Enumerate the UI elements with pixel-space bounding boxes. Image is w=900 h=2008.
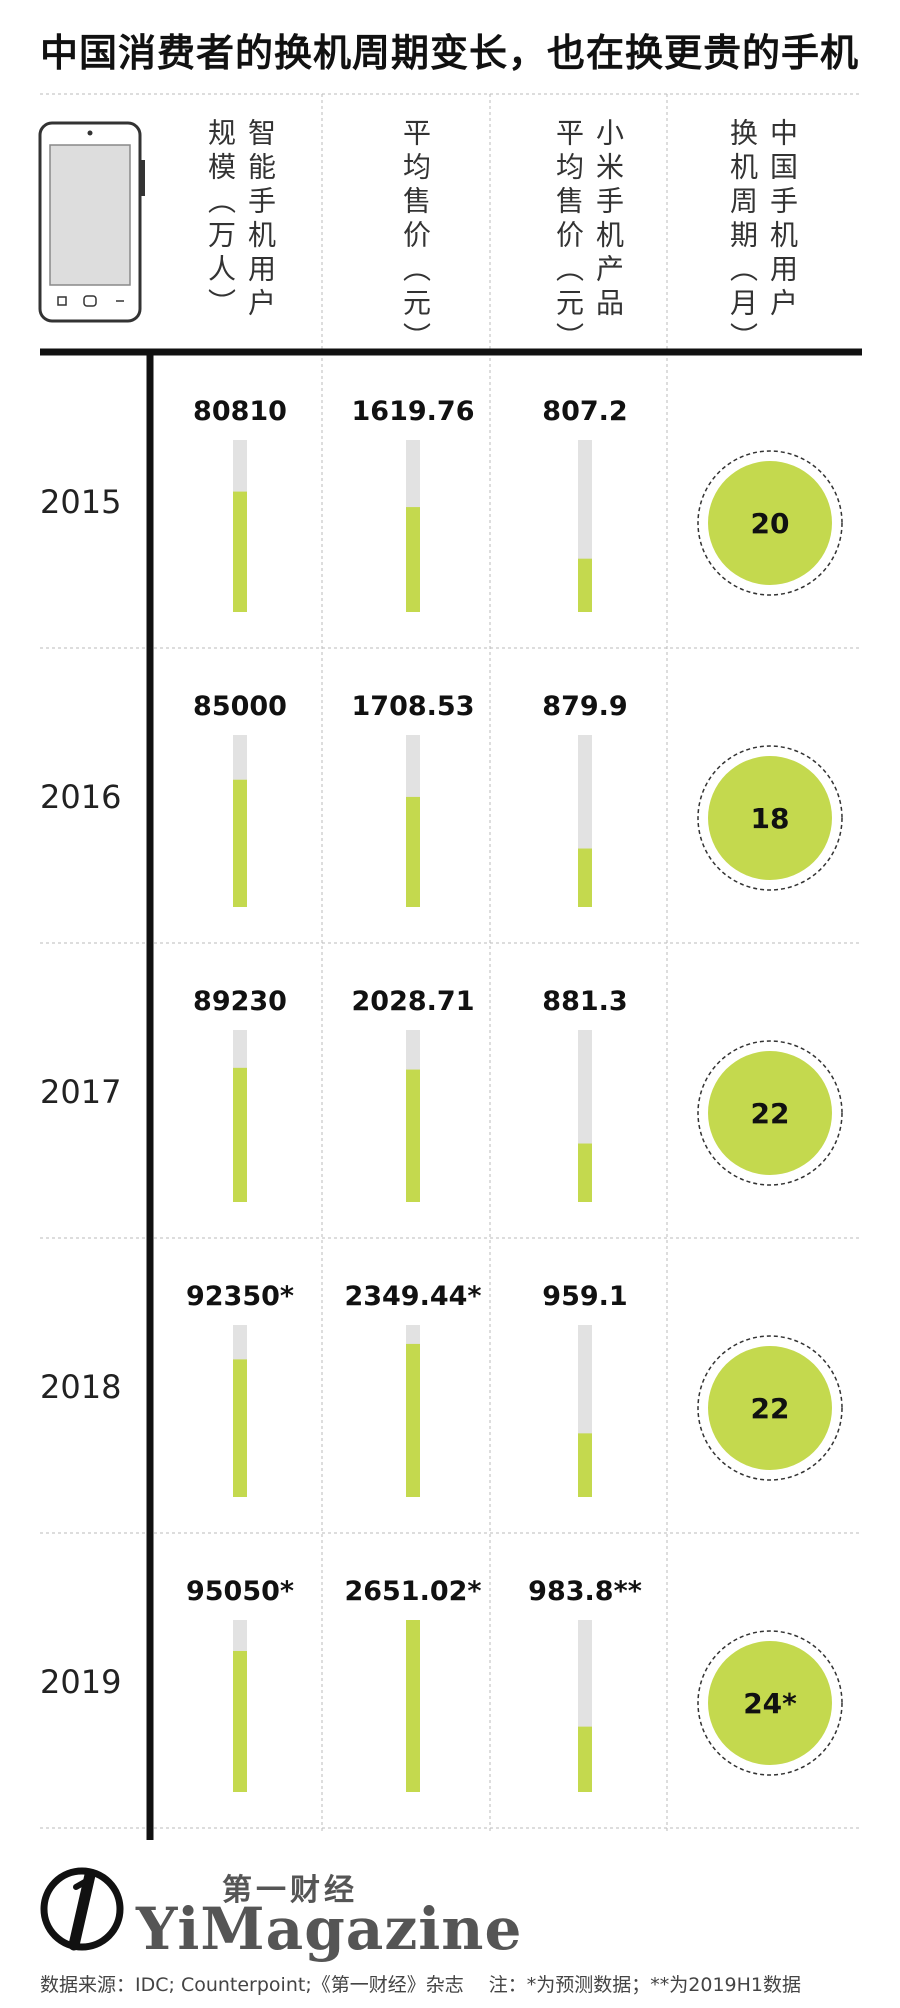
value-label: 80810 bbox=[193, 396, 287, 427]
value-label: 1619.76 bbox=[352, 396, 475, 427]
value-label: 959.1 bbox=[542, 1281, 627, 1312]
bar bbox=[578, 558, 592, 612]
column-header-avg-price: 平均售价（元） bbox=[399, 118, 432, 356]
yicai-logo-icon bbox=[40, 1867, 124, 1951]
cycle-circle bbox=[708, 1051, 832, 1175]
cycle-circle-outline bbox=[697, 745, 843, 891]
source-footnote: 数据来源：IDC; Counterpoint;《第一财经》杂志 注：*为预测数据… bbox=[40, 1974, 801, 1996]
value-label: 95050* bbox=[186, 1576, 294, 1607]
value-label: 2651.02* bbox=[344, 1576, 481, 1607]
value-label: 879.9 bbox=[542, 691, 627, 722]
bar bbox=[233, 779, 247, 907]
chart-marks: 2015 80810 1619.76 807.2 20 2016 85000 1708.53 8… bbox=[40, 396, 843, 1792]
bar bbox=[578, 1726, 592, 1792]
value-label: 983.8** bbox=[528, 1576, 642, 1607]
value-label: 881.3 bbox=[542, 986, 627, 1017]
bar bbox=[578, 1433, 592, 1497]
bar bbox=[233, 1359, 247, 1497]
cycle-value-label: 24* bbox=[743, 1687, 797, 1720]
bar bbox=[578, 1143, 592, 1202]
cycle-value-label: 20 bbox=[751, 507, 790, 540]
year-label-2017: 2017 bbox=[40, 1073, 121, 1111]
cycle-circle-outline bbox=[697, 1335, 843, 1481]
cycle-circle-outline bbox=[697, 1630, 843, 1776]
cycle-circle-outline bbox=[697, 1040, 843, 1186]
logo-english-text: YiMagazine bbox=[136, 1895, 523, 1963]
column-header-users: 智能手机用户规模（万人） bbox=[204, 118, 277, 322]
cycle-value-label: 22 bbox=[751, 1392, 790, 1425]
cycle-circle-outline bbox=[697, 450, 843, 596]
bar bbox=[233, 1650, 247, 1792]
bar bbox=[578, 848, 592, 907]
value-label: 89230 bbox=[193, 986, 287, 1017]
cycle-circle bbox=[708, 1641, 832, 1765]
cycle-circle bbox=[708, 756, 832, 880]
value-label: 92350* bbox=[186, 1281, 294, 1312]
year-label-2015: 2015 bbox=[40, 483, 121, 521]
year-label-2016: 2016 bbox=[40, 778, 121, 816]
cycle-value-label: 22 bbox=[751, 1097, 790, 1130]
cycle-circle bbox=[708, 461, 832, 585]
value-label: 85000 bbox=[193, 691, 287, 722]
value-label: 1708.53 bbox=[352, 691, 475, 722]
cycle-value-label: 18 bbox=[751, 802, 790, 835]
bar bbox=[406, 1620, 420, 1792]
bar bbox=[233, 491, 247, 612]
column-header-replacement-cycle: 中国手机用户换机周期（月） bbox=[726, 118, 799, 356]
column-header-xiaomi-price: 小米手机产品平均售价（元） bbox=[552, 118, 625, 356]
year-label-2018: 2018 bbox=[40, 1368, 121, 1406]
bar bbox=[233, 1067, 247, 1202]
bar bbox=[406, 1069, 420, 1202]
value-label: 2028.71 bbox=[352, 986, 475, 1017]
chart-title: 中国消费者的换机周期变长，也在换更贵的手机 bbox=[40, 31, 860, 75]
bar bbox=[406, 507, 420, 612]
cycle-circle bbox=[708, 1346, 832, 1470]
smartphone-icon bbox=[38, 121, 145, 323]
bar bbox=[406, 1343, 420, 1497]
year-label-2019: 2019 bbox=[40, 1663, 121, 1701]
value-label: 2349.44* bbox=[344, 1281, 481, 1312]
bar bbox=[406, 796, 420, 907]
logo-chinese-text: 第一财经 bbox=[222, 1873, 358, 1908]
value-label: 807.2 bbox=[542, 396, 627, 427]
gridlines bbox=[40, 93, 862, 1840]
